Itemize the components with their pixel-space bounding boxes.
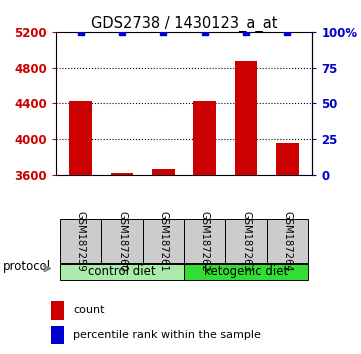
Bar [184,264,308,280]
Text: protocol: protocol [3,259,51,273]
Bar [276,143,299,175]
Bar [60,264,184,280]
Text: GSM187260: GSM187260 [117,211,127,272]
Point [243,29,249,35]
Text: GSM187262: GSM187262 [200,211,210,272]
Point [119,29,125,35]
Bar [111,173,134,175]
Text: GSM187264: GSM187264 [282,211,292,272]
Bar [69,101,92,175]
Bar [51,326,64,344]
Bar [143,219,184,263]
Bar [184,219,226,263]
Text: ketogenic diet: ketogenic diet [204,266,288,278]
Bar [60,219,101,263]
Bar [193,101,216,175]
Bar [101,219,143,263]
Text: GSM187263: GSM187263 [241,211,251,272]
Text: GSM187261: GSM187261 [158,211,169,272]
Bar [226,219,267,263]
Text: percentile rank within the sample: percentile rank within the sample [73,330,261,340]
Title: GDS2738 / 1430123_a_at: GDS2738 / 1430123_a_at [91,16,277,32]
Point [78,29,84,35]
Point [161,29,166,35]
Point [284,29,290,35]
Text: count: count [73,305,105,315]
Bar [267,219,308,263]
Text: control diet: control diet [88,266,156,278]
Point [202,29,208,35]
Bar [235,61,257,175]
Bar [51,301,64,320]
Bar [152,170,175,175]
Text: GSM187259: GSM187259 [76,211,86,272]
